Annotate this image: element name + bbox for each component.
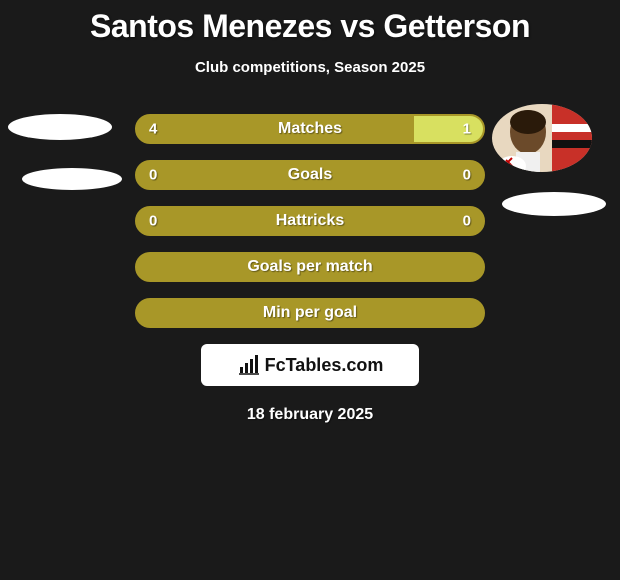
stat-row: Goals per match [135,252,485,282]
stat-label: Goals per match [247,258,372,276]
stat-row: 0 0 Goals [135,160,485,190]
stat-value-left: 0 [149,213,157,230]
stat-row: Min per goal [135,298,485,328]
stat-label: Matches [278,120,342,138]
subtitle: Club competitions, Season 2025 [0,59,620,76]
avatar [492,104,592,172]
fctables-logo: FcTables.com [201,344,419,386]
stat-row: 0 0 Hattricks [135,206,485,236]
date-label: 18 february 2025 [0,406,620,424]
avatar-placeholder [502,192,606,216]
page-title: Santos Menezes vs Getterson [0,8,620,45]
stat-label: Hattricks [276,212,344,230]
stat-row: 4 1 Matches [135,114,485,144]
stat-label: Goals [288,166,332,184]
stat-value-right: 1 [463,121,471,138]
stat-fill-left [137,116,414,142]
left-player-column [8,114,128,190]
stat-value-left: 0 [149,167,157,184]
right-player-column [492,114,612,216]
comparison-bars: 4 1 Matches 0 0 Goals 0 0 Hattricks Goals per mat… [135,114,485,328]
stat-label: Min per goal [263,304,357,322]
stat-value-right: 0 [463,213,471,230]
infographic-root: Santos Menezes vs Getterson Club competi… [0,0,620,424]
avatar-placeholder [8,114,112,140]
stat-value-left: 4 [149,121,157,138]
stat-fill-right [414,116,483,142]
logo-text: FcTables.com [265,355,384,376]
bar-chart-icon [237,353,261,377]
comparison-area: 4 1 Matches 0 0 Goals 0 0 Hattricks Goals per mat… [0,114,620,424]
avatar-placeholder [22,168,122,190]
stat-value-right: 0 [463,167,471,184]
